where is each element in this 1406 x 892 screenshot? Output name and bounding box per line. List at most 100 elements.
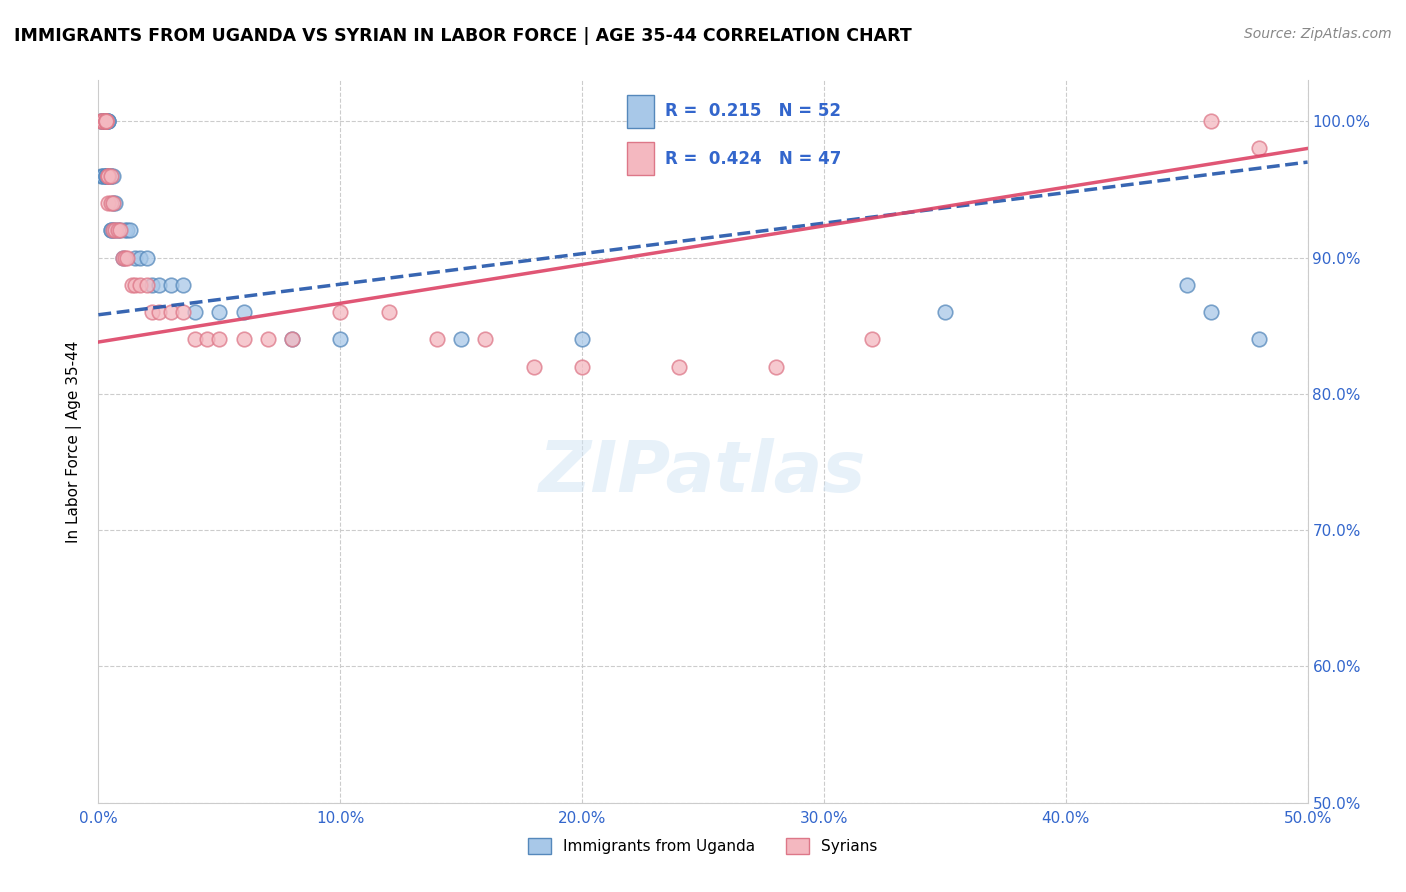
FancyBboxPatch shape	[627, 95, 654, 128]
Point	[1175, 277, 1198, 292]
Point	[329, 332, 352, 346]
Point	[281, 332, 304, 346]
Point	[97, 114, 120, 128]
Point	[571, 359, 593, 374]
Point	[117, 251, 139, 265]
Point	[668, 359, 690, 374]
Point	[124, 251, 146, 265]
Point	[94, 169, 117, 183]
Point	[101, 196, 124, 211]
Point	[141, 277, 163, 292]
Point	[195, 332, 218, 346]
Point	[91, 114, 114, 128]
Point	[426, 332, 449, 346]
Point	[281, 332, 304, 346]
Text: Source: ZipAtlas.com: Source: ZipAtlas.com	[1244, 27, 1392, 41]
Point	[860, 332, 883, 346]
Point	[172, 305, 194, 319]
Point	[101, 223, 124, 237]
Point	[104, 196, 127, 211]
Point	[329, 305, 352, 319]
Point	[765, 359, 787, 374]
Text: ZIPatlas: ZIPatlas	[540, 438, 866, 508]
Point	[94, 114, 117, 128]
Point	[256, 332, 278, 346]
Point	[97, 169, 120, 183]
Point	[232, 332, 254, 346]
Point	[114, 223, 136, 237]
Point	[148, 277, 170, 292]
Point	[1249, 332, 1271, 346]
Point	[94, 114, 117, 128]
Point	[90, 114, 112, 128]
Point	[934, 305, 956, 319]
Point	[90, 169, 112, 183]
Point	[377, 305, 399, 319]
Point	[172, 277, 194, 292]
Point	[450, 332, 472, 346]
Point	[232, 305, 254, 319]
Point	[94, 114, 117, 128]
Point	[1199, 305, 1222, 319]
Point	[101, 196, 124, 211]
Point	[114, 251, 136, 265]
Point	[91, 169, 114, 183]
Point	[128, 277, 150, 292]
Point	[107, 223, 129, 237]
Point	[97, 196, 120, 211]
Point	[101, 169, 124, 183]
Point	[160, 277, 183, 292]
Point	[108, 223, 131, 237]
Point	[523, 359, 546, 374]
Point	[135, 251, 157, 265]
Point	[121, 277, 143, 292]
Point	[100, 196, 122, 211]
Point	[117, 223, 139, 237]
Point	[97, 169, 120, 183]
Point	[118, 223, 141, 237]
Point	[184, 305, 207, 319]
Point	[91, 114, 114, 128]
Point	[104, 223, 127, 237]
Point	[128, 251, 150, 265]
Point	[100, 223, 122, 237]
Point	[94, 169, 117, 183]
Point	[90, 114, 112, 128]
Point	[1199, 114, 1222, 128]
Point	[571, 332, 593, 346]
Point	[135, 277, 157, 292]
Point	[141, 305, 163, 319]
Point	[208, 332, 231, 346]
Point	[100, 223, 122, 237]
Point	[97, 169, 120, 183]
Legend: Immigrants from Uganda, Syrians: Immigrants from Uganda, Syrians	[522, 832, 884, 860]
Point	[100, 169, 122, 183]
Text: IMMIGRANTS FROM UGANDA VS SYRIAN IN LABOR FORCE | AGE 35-44 CORRELATION CHART: IMMIGRANTS FROM UGANDA VS SYRIAN IN LABO…	[14, 27, 912, 45]
Point	[94, 114, 117, 128]
Point	[97, 114, 120, 128]
Point	[100, 169, 122, 183]
Point	[111, 251, 134, 265]
Point	[91, 169, 114, 183]
Point	[107, 223, 129, 237]
FancyBboxPatch shape	[627, 142, 654, 175]
Point	[184, 332, 207, 346]
Point	[111, 251, 134, 265]
Point	[94, 114, 117, 128]
Point	[108, 223, 131, 237]
Point	[101, 223, 124, 237]
Point	[91, 114, 114, 128]
Point	[97, 169, 120, 183]
Point	[1249, 141, 1271, 155]
Point	[100, 169, 122, 183]
Point	[94, 114, 117, 128]
Point	[208, 305, 231, 319]
Point	[94, 169, 117, 183]
Point	[91, 114, 114, 128]
Point	[97, 114, 120, 128]
Text: R =  0.215   N = 52: R = 0.215 N = 52	[665, 103, 841, 120]
Point	[91, 114, 114, 128]
Point	[124, 277, 146, 292]
Point	[474, 332, 496, 346]
Point	[104, 223, 127, 237]
